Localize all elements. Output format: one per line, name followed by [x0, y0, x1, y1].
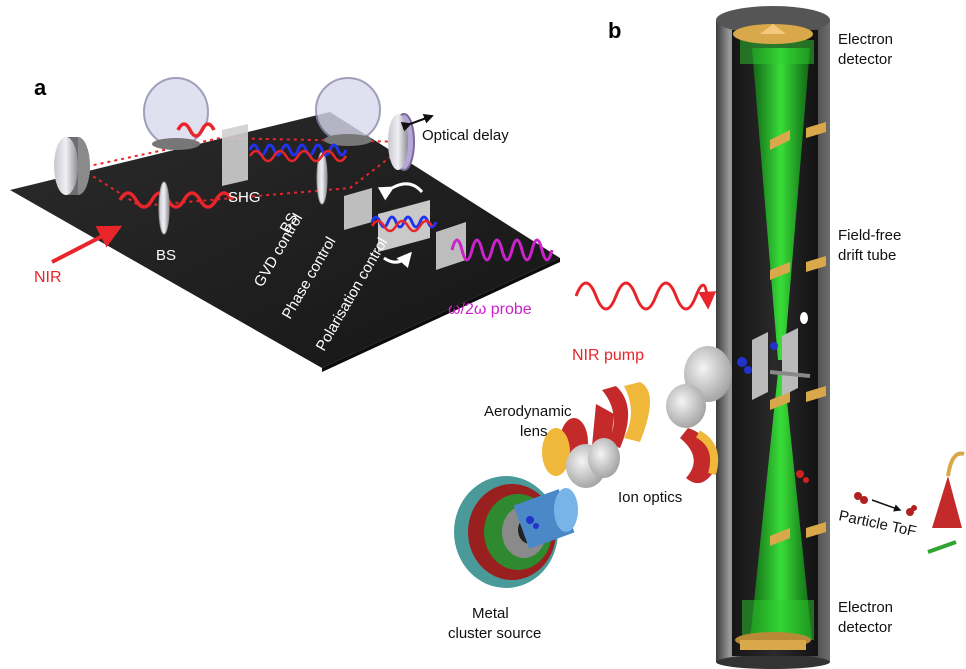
interaction-region [737, 312, 811, 483]
label-aerodynamic-lens-1: Aerodynamic [484, 403, 572, 420]
delay-mirror [388, 113, 415, 171]
label-drift-tube-2: drift tube [838, 247, 896, 264]
optical-delay-arrow [400, 114, 434, 132]
label-nir-pump: NIR pump [572, 347, 644, 364]
metal-cluster-source [454, 476, 578, 588]
probe-output-wave [450, 238, 554, 262]
rotation-arrow-upper [377, 182, 424, 201]
gvd-control-plate [344, 188, 372, 230]
nir-pump-wave [574, 281, 717, 311]
beam-splitter-1 [158, 181, 170, 235]
left-mirror [54, 137, 90, 195]
phase-control-plate [378, 200, 430, 252]
polarisation-control-plate [436, 222, 466, 270]
mixed-red-wave [248, 149, 348, 163]
label-optical-delay: Optical delay [422, 127, 509, 144]
nir-red-wave-upper [176, 122, 216, 138]
label-electron-detector-bottom-2: detector [838, 619, 892, 636]
label-particle-tof: Particle ToF [837, 507, 918, 540]
label-shg: SHG [228, 189, 261, 206]
panel-a: a [10, 75, 560, 372]
optical-table-edge [322, 258, 560, 372]
electron-detector-bottom [735, 632, 811, 650]
probe-red-wave [370, 219, 434, 233]
label-electron-detector-top-2: detector [838, 51, 892, 68]
shg-crystal [222, 124, 248, 186]
label-nir: NIR [34, 269, 62, 286]
optical-table [10, 112, 560, 368]
label-aerodynamic-lens-2: lens [520, 423, 548, 440]
label-drift-tube-1: Field-free [838, 227, 901, 244]
panel-a-label: a [34, 75, 47, 100]
curved-mirror-left [143, 77, 209, 150]
label-bs-1: BS [156, 247, 176, 264]
label-probe: ω/2ω probe [448, 301, 532, 318]
label-electron-detector-bottom-1: Electron [838, 599, 893, 616]
particle-tof [854, 451, 965, 554]
electron-cone-bottom [750, 372, 812, 640]
curved-mirror-right [315, 77, 381, 146]
panel-b-label: b [608, 18, 621, 43]
label-ion-optics: Ion optics [618, 489, 682, 506]
panel-b: b [448, 6, 965, 669]
electron-detector-top [733, 24, 813, 44]
rotation-arrow-lower [383, 251, 412, 268]
aerodynamic-lens [542, 418, 620, 488]
nir-input-wave [118, 191, 234, 209]
nir-input-arrow [51, 225, 123, 264]
label-metal-source-1: Metal [472, 605, 509, 622]
electrode-tabs [770, 122, 826, 546]
electron-cone-top [752, 48, 810, 360]
label-metal-source-2: cluster source [448, 625, 541, 642]
shg-blue-wave [248, 143, 348, 157]
label-electron-detector-top-1: Electron [838, 31, 893, 48]
